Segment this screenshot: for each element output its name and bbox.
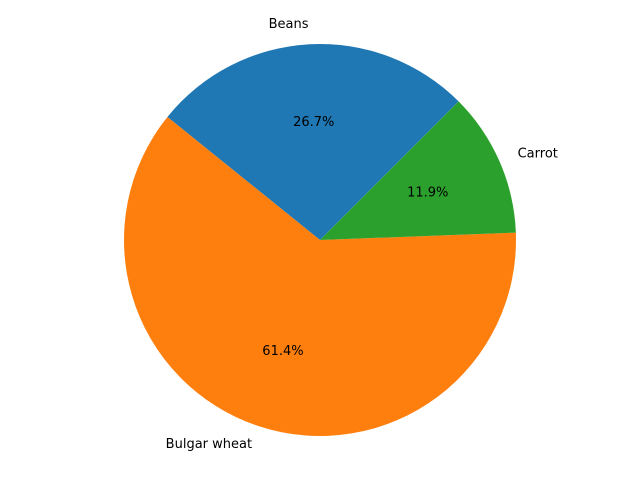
slices-layer xyxy=(123,44,516,436)
pie-category-label-bulgar-wheat: Bulgar wheat xyxy=(166,437,252,452)
pie-slice-carrot xyxy=(320,101,516,240)
pie-category-label-beans: Beans xyxy=(269,17,309,32)
pie-pct-label-beans: 26.7% xyxy=(293,115,334,130)
pie-category-label-carrot: Carrot xyxy=(518,146,558,161)
pie-slice-bulgar-wheat xyxy=(123,116,516,436)
pie-pct-label-bulgar-wheat: 61.4% xyxy=(262,344,303,359)
labels-layer: 26.7% Beans 61.4% Bulgar wheat 11.9% Carrot xyxy=(166,17,558,452)
pie-slice-beans xyxy=(167,44,459,240)
pie-pct-label-carrot: 11.9% xyxy=(407,185,448,200)
